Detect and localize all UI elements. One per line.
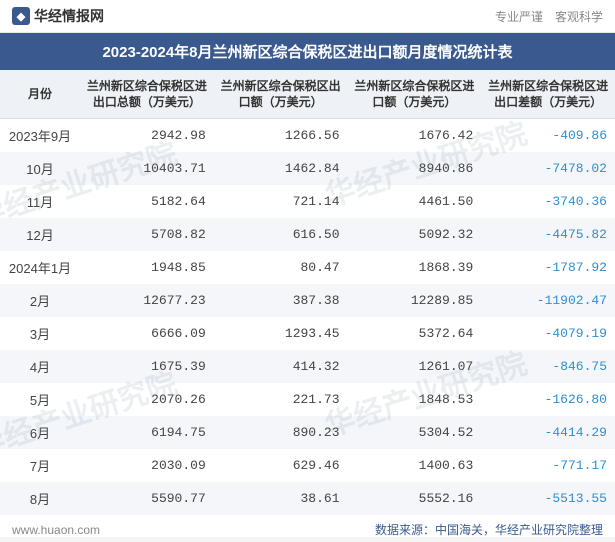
- cell-total: 2942.98: [80, 119, 214, 153]
- footer-url: www.huaon.com: [12, 523, 100, 537]
- cell-export: 1293.45: [214, 317, 348, 350]
- cell-export: 387.38: [214, 284, 348, 317]
- cell-total: 5182.64: [80, 185, 214, 218]
- table-row: 12月5708.82616.505092.32-4475.82: [0, 218, 615, 251]
- table-row: 2023年9月2942.981266.561676.42-409.86: [0, 119, 615, 153]
- cell-month: 2月: [0, 284, 80, 317]
- col-header-diff: 兰州新区综合保税区进出口差额（万美元）: [481, 70, 615, 119]
- cell-import: 8940.86: [348, 152, 482, 185]
- cell-month: 3月: [0, 317, 80, 350]
- table-row: 2月12677.23387.3812289.85-11902.47: [0, 284, 615, 317]
- cell-diff: -4079.19: [481, 317, 615, 350]
- table-title: 2023-2024年8月兰州新区综合保税区进出口额月度情况统计表: [0, 33, 615, 70]
- footer-source: 数据来源：中国海关，华经产业研究院整理: [375, 521, 603, 538]
- cell-import: 1261.07: [348, 350, 482, 383]
- cell-diff: -5513.55: [481, 482, 615, 515]
- cell-export: 38.61: [214, 482, 348, 515]
- cell-import: 5304.52: [348, 416, 482, 449]
- cell-import: 12289.85: [348, 284, 482, 317]
- cell-month: 4月: [0, 350, 80, 383]
- cell-import: 1400.63: [348, 449, 482, 482]
- cell-month: 8月: [0, 482, 80, 515]
- table-row: 5月2070.26221.731848.53-1626.80: [0, 383, 615, 416]
- data-table-wrap: 月份 兰州新区综合保税区进出口总额（万美元） 兰州新区综合保税区出口额（万美元）…: [0, 70, 615, 515]
- cell-diff: -3740.36: [481, 185, 615, 218]
- cell-total: 6666.09: [80, 317, 214, 350]
- table-row: 11月5182.64721.144461.50-3740.36: [0, 185, 615, 218]
- cell-month: 2024年1月: [0, 251, 80, 284]
- col-header-export: 兰州新区综合保税区出口额（万美元）: [214, 70, 348, 119]
- table-row: 2024年1月1948.8580.471868.39-1787.92: [0, 251, 615, 284]
- cell-month: 2023年9月: [0, 119, 80, 153]
- cell-export: 721.14: [214, 185, 348, 218]
- cell-import: 1848.53: [348, 383, 482, 416]
- cell-total: 2030.09: [80, 449, 214, 482]
- cell-import: 5552.16: [348, 482, 482, 515]
- cell-total: 2070.26: [80, 383, 214, 416]
- site-name: 华经情报网: [34, 6, 104, 26]
- data-table: 月份 兰州新区综合保税区进出口总额（万美元） 兰州新区综合保税区出口额（万美元）…: [0, 70, 615, 515]
- table-row: 8月5590.7738.615552.16-5513.55: [0, 482, 615, 515]
- cell-month: 7月: [0, 449, 80, 482]
- cell-diff: -11902.47: [481, 284, 615, 317]
- cell-export: 616.50: [214, 218, 348, 251]
- table-row: 4月1675.39414.321261.07-846.75: [0, 350, 615, 383]
- cell-export: 629.46: [214, 449, 348, 482]
- cell-diff: -1626.80: [481, 383, 615, 416]
- cell-diff: -4414.29: [481, 416, 615, 449]
- cell-total: 12677.23: [80, 284, 214, 317]
- cell-export: 221.73: [214, 383, 348, 416]
- col-header-total: 兰州新区综合保税区进出口总额（万美元）: [80, 70, 214, 119]
- cell-import: 1676.42: [348, 119, 482, 153]
- cell-total: 5708.82: [80, 218, 214, 251]
- table-row: 7月2030.09629.461400.63-771.17: [0, 449, 615, 482]
- cell-diff: -771.17: [481, 449, 615, 482]
- site-header: ◆ 华经情报网 专业严谨 客观科学: [0, 0, 615, 33]
- cell-export: 80.47: [214, 251, 348, 284]
- cell-month: 12月: [0, 218, 80, 251]
- col-header-import: 兰州新区综合保税区进口额（万美元）: [348, 70, 482, 119]
- cell-import: 1868.39: [348, 251, 482, 284]
- cell-total: 6194.75: [80, 416, 214, 449]
- table-row: 3月6666.091293.455372.64-4079.19: [0, 317, 615, 350]
- cell-diff: -409.86: [481, 119, 615, 153]
- logo-icon: ◆: [12, 7, 30, 25]
- cell-total: 10403.71: [80, 152, 214, 185]
- cell-export: 1266.56: [214, 119, 348, 153]
- cell-total: 5590.77: [80, 482, 214, 515]
- cell-month: 10月: [0, 152, 80, 185]
- cell-import: 4461.50: [348, 185, 482, 218]
- col-header-month: 月份: [0, 70, 80, 119]
- cell-total: 1675.39: [80, 350, 214, 383]
- cell-diff: -4475.82: [481, 218, 615, 251]
- cell-total: 1948.85: [80, 251, 214, 284]
- cell-diff: -7478.02: [481, 152, 615, 185]
- cell-export: 890.23: [214, 416, 348, 449]
- cell-month: 5月: [0, 383, 80, 416]
- cell-diff: -1787.92: [481, 251, 615, 284]
- cell-import: 5372.64: [348, 317, 482, 350]
- table-row: 6月6194.75890.235304.52-4414.29: [0, 416, 615, 449]
- cell-export: 1462.84: [214, 152, 348, 185]
- cell-month: 11月: [0, 185, 80, 218]
- cell-diff: -846.75: [481, 350, 615, 383]
- cell-month: 6月: [0, 416, 80, 449]
- table-row: 10月10403.711462.848940.86-7478.02: [0, 152, 615, 185]
- tagline: 专业严谨 客观科学: [495, 8, 603, 25]
- logo-area: ◆ 华经情报网: [12, 6, 104, 26]
- cell-export: 414.32: [214, 350, 348, 383]
- cell-import: 5092.32: [348, 218, 482, 251]
- footer: www.huaon.com 数据来源：中国海关，华经产业研究院整理: [0, 515, 615, 542]
